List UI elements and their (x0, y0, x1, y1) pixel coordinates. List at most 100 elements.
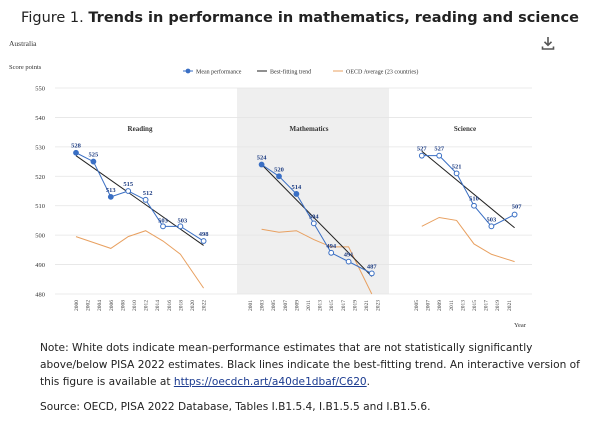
data-label: 527 (417, 146, 428, 153)
x-tick-label: 2013 (318, 300, 324, 311)
y-tick-label: 480 (35, 292, 45, 299)
trend-line (75, 155, 204, 246)
source-text: Source: OECD, PISA 2022 Database, Tables… (40, 401, 431, 413)
x-tick-label: 2006 (109, 300, 115, 311)
data-label: 503 (178, 217, 189, 224)
data-label: 527 (434, 146, 445, 153)
legend-mean-marker (185, 68, 191, 74)
trend-line (421, 150, 515, 229)
data-label: 524 (257, 155, 268, 162)
x-axis-label: Year (514, 322, 527, 329)
math-panel-shade (237, 88, 389, 294)
x-tick-label: 2015 (329, 300, 335, 311)
x-tick-label: 2018 (178, 300, 184, 311)
trend-chart: 480 490 500 510 520 530 540 550 Australia Score p… (9, 39, 532, 329)
data-label: 513 (106, 187, 117, 194)
data-label: 498 (199, 231, 210, 238)
data-label: 504 (309, 213, 320, 220)
x-tick-label: 2011 (449, 300, 455, 311)
legend-trend-label: Best-fitting trend (270, 69, 311, 76)
x-tick-label: 2010 (132, 300, 138, 311)
panel-title: Mathematics (290, 125, 329, 133)
y-tick-label: 500 (35, 233, 45, 240)
x-tick-label: 2019 (495, 300, 501, 311)
x-tick-label: 2022 (202, 300, 208, 311)
x-tick-label: 2004 (97, 300, 103, 311)
data-label: 528 (71, 143, 82, 150)
figure-title-prefix: Figure 1. (21, 10, 89, 26)
x-tick-label: 2016 (167, 300, 173, 311)
x-tick-label: 2021 (507, 300, 513, 311)
data-label: 521 (452, 163, 462, 170)
x-tick-label: 2017 (341, 300, 347, 311)
x-tick-label: 2023 (376, 300, 382, 311)
oecd-line (421, 216, 515, 263)
x-tick-label: 2021 (364, 300, 370, 311)
x-tick-label: 2009 (294, 300, 300, 311)
x-tick-label: 2012 (144, 300, 150, 311)
panel-title: Reading (128, 125, 153, 133)
mean-marker (160, 223, 166, 230)
x-tick-label: 2009 (437, 300, 443, 311)
mean-line (75, 152, 204, 242)
legend-mean-label: Mean performance (196, 69, 242, 76)
data-label: 512 (143, 190, 153, 197)
mean-marker (142, 196, 149, 203)
mean-marker (418, 152, 425, 159)
x-tick-label: 2017 (484, 300, 490, 311)
mean-marker (453, 170, 460, 177)
data-label: 503 (158, 217, 169, 224)
y-tick-label: 520 (35, 174, 45, 181)
x-tick-label: 2007 (283, 300, 289, 311)
x-tick-label: 2005 (414, 300, 420, 311)
mean-marker (436, 152, 443, 159)
figure-link[interactable]: https://oecdch.art/a40de1dbaf/C620 (173, 376, 367, 388)
mean-marker (471, 202, 477, 209)
oecd-line (75, 230, 205, 289)
mean-marker (107, 193, 114, 200)
y-tick-label: 490 (35, 262, 45, 269)
data-label: 503 (487, 216, 498, 223)
x-tick-label: 2005 (271, 300, 277, 311)
data-label: 491 (344, 252, 354, 259)
mean-marker (73, 149, 79, 156)
x-tick-label: 2002 (86, 300, 92, 311)
mean-marker (368, 270, 375, 277)
x-tick-label: 2007 (426, 300, 432, 311)
note-end: . (366, 376, 371, 388)
oecd-line (261, 228, 373, 295)
data-label: 514 (292, 184, 303, 191)
x-tick-label: 2015 (472, 300, 478, 311)
note-text: Note: White dots indicate mean-performan… (40, 340, 580, 391)
x-tick-label: 2003 (260, 300, 266, 311)
x-tick-label: 2001 (248, 300, 254, 311)
data-label: 510 (469, 196, 479, 203)
x-tick-label: 2014 (155, 300, 161, 311)
download-icon[interactable] (541, 36, 555, 50)
panel-title: Science (454, 125, 476, 133)
note-body: Note: White dots indicate mean-performan… (40, 342, 580, 388)
data-label: 494 (326, 243, 337, 250)
mean-marker (200, 238, 207, 244)
data-label: 525 (89, 152, 100, 159)
x-tick-label: 2019 (352, 300, 358, 311)
x-tick-label: 2013 (460, 300, 466, 311)
mean-marker (488, 223, 495, 230)
mean-marker (310, 220, 317, 227)
y-axis-label: Score points (9, 64, 42, 71)
legend-oecd-label: OECD Average (23 countries) (346, 69, 418, 76)
data-label: 520 (274, 166, 284, 173)
data-label: 515 (123, 181, 134, 188)
mean-marker (293, 191, 300, 197)
mean-marker (328, 249, 335, 256)
y-tick-label: 510 (35, 203, 45, 210)
x-tick-label: 2011 (306, 300, 312, 311)
mean-marker (125, 188, 132, 194)
x-tick-label: 2008 (120, 300, 126, 311)
data-label: 507 (512, 204, 523, 211)
mean-marker (345, 258, 352, 265)
x-tick-label: 2000 (74, 300, 80, 311)
x-tick-label: 2020 (190, 300, 196, 311)
mean-marker (177, 223, 184, 230)
data-label: 487 (367, 263, 378, 270)
